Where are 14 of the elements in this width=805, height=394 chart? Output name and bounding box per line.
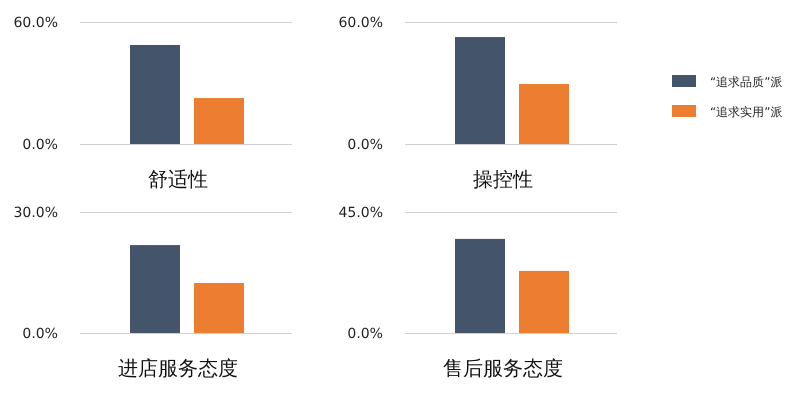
- y-tick-label: 60.0%: [14, 15, 58, 31]
- y-tick-label: 30.0%: [14, 205, 58, 221]
- y-tick-label: 0.0%: [22, 326, 58, 342]
- y-tick-label: 0.0%: [22, 137, 58, 153]
- y-tick-label: 0.0%: [347, 137, 383, 153]
- x-tick-label: 舒适性: [148, 167, 208, 191]
- legend-label: “追求品质”派: [710, 75, 782, 89]
- x-tick-label: 售后服务态度: [443, 356, 563, 380]
- x-tick-label: 进店服务态度: [118, 356, 238, 380]
- x-tick-label: 操控性: [473, 167, 533, 191]
- y-tick-label: 60.0%: [338, 15, 383, 31]
- y-tick-label: 45.0%: [338, 205, 383, 221]
- y-tick-label: 0.0%: [347, 326, 383, 342]
- legend-label: “追求实用”派: [710, 105, 782, 119]
